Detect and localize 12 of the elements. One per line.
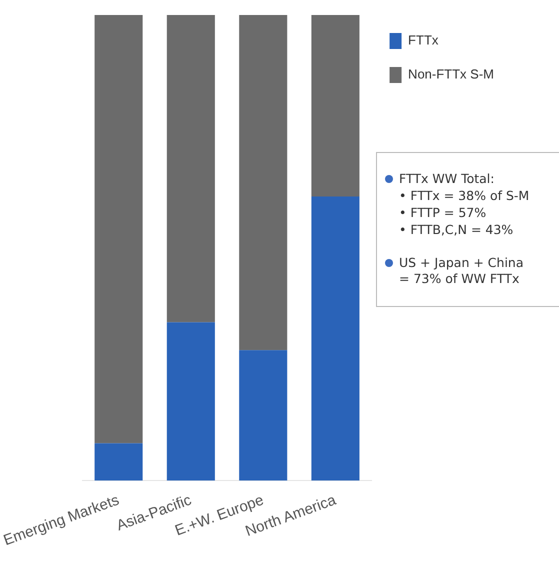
bar: [94, 443, 143, 480]
legend-label: Non-FTTx S-M: [408, 66, 494, 82]
legend-label: FTTx: [408, 32, 439, 48]
text: US + Japan + China = 73% of WW FTTx: [399, 254, 524, 288]
bar: [166, 15, 215, 322]
bar: [311, 196, 360, 480]
bar: [94, 15, 143, 444]
bar: [311, 15, 360, 197]
bar: [239, 350, 288, 480]
text: FTTx WW Total: • FTTx = 38% of S-M • FTTP = 57% • FTTB,C,N = 43%: [399, 171, 530, 238]
bar: [239, 15, 288, 350]
bar: [166, 322, 215, 480]
